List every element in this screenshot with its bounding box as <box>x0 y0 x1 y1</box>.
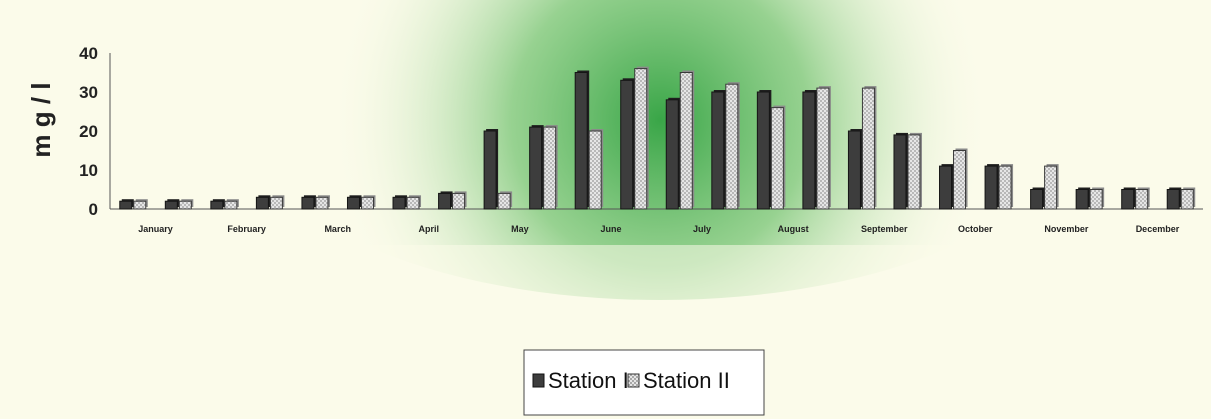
y-tick-label: 20 <box>79 122 98 141</box>
x-tick-label: December <box>1136 224 1180 234</box>
bar-station-2 <box>770 107 784 210</box>
bar-station-2 <box>543 126 557 210</box>
bar-station-1 <box>1030 189 1044 210</box>
bar-station-1 <box>756 91 770 210</box>
bar-station-2 <box>269 196 283 210</box>
legend-label-station-2: Station II <box>643 368 730 393</box>
bar-station-2 <box>1044 165 1058 210</box>
bar-station-1 <box>711 91 725 210</box>
bar-station-2 <box>133 200 147 210</box>
x-tick-label: June <box>600 224 621 234</box>
bar-station-1 <box>665 99 679 210</box>
bar-station-2 <box>634 68 648 210</box>
bar-station-2 <box>1135 189 1149 210</box>
bar-station-2 <box>1180 189 1194 210</box>
x-tick-label: May <box>511 224 529 234</box>
bar-station-1 <box>1121 189 1135 210</box>
bar-station-1 <box>119 200 133 210</box>
bar-station-2 <box>1089 189 1103 210</box>
y-axis-label: m g / l <box>26 82 56 157</box>
legend-swatch-station-2 <box>627 373 640 388</box>
x-tick-label: August <box>778 224 809 234</box>
x-tick-label: July <box>693 224 711 234</box>
y-tick-label: 40 <box>79 44 98 63</box>
x-tick-label: October <box>958 224 993 234</box>
bar-station-2 <box>452 192 466 210</box>
bar-station-1 <box>1166 189 1180 210</box>
bar-station-2 <box>588 130 602 210</box>
bar-station-1 <box>939 165 953 210</box>
legend-box <box>523 349 765 416</box>
bar-station-2 <box>725 83 739 210</box>
bar-station-1 <box>893 134 907 210</box>
background-green-glow <box>240 0 1080 300</box>
bar-station-1 <box>255 196 269 210</box>
bar-station-1 <box>529 126 543 210</box>
bar-station-1 <box>483 130 497 210</box>
bar-station-2 <box>406 196 420 210</box>
bar-station-2 <box>224 200 238 210</box>
bar-station-2 <box>360 196 374 210</box>
bar-station-1 <box>210 200 224 210</box>
bar-station-1 <box>574 72 588 210</box>
bar-station-1 <box>1075 189 1089 210</box>
bar-station-2 <box>679 72 693 210</box>
y-tick-label: 30 <box>79 83 98 102</box>
bar-station-2 <box>497 192 511 210</box>
bar-station-2 <box>816 87 830 210</box>
bar-station-1 <box>392 196 406 210</box>
bar-station-1 <box>301 196 315 210</box>
bar-station-1 <box>164 200 178 210</box>
y-tick-label: 0 <box>89 200 98 219</box>
x-tick-label: March <box>324 224 351 234</box>
bar-station-2 <box>178 200 192 210</box>
bars <box>119 66 1196 210</box>
bar-station-2 <box>315 196 329 210</box>
bar-station-1 <box>620 79 634 210</box>
x-tick-label: January <box>138 224 173 234</box>
legend-swatch-station-1 <box>532 373 545 388</box>
bar-station-1 <box>438 192 452 210</box>
x-axis-month-labels: January February March April May June July Augu… <box>138 224 1179 234</box>
bar-station-2 <box>907 134 921 210</box>
bar-station-1 <box>802 91 816 210</box>
legend: Station I Station II <box>523 349 765 416</box>
bar-station-1 <box>847 130 861 210</box>
x-tick-label: September <box>861 224 908 234</box>
bar-station-2 <box>953 150 967 210</box>
x-tick-label: November <box>1044 224 1089 234</box>
legend-label-station-1: Station I <box>548 368 629 393</box>
y-tick-label: 10 <box>79 161 98 180</box>
x-tick-label: April <box>419 224 440 234</box>
y-axis: 0 10 20 30 40 <box>79 44 111 219</box>
bar-station-1 <box>346 196 360 210</box>
bar-station-2 <box>861 87 875 210</box>
bar-station-2 <box>998 165 1012 210</box>
x-tick-label: February <box>227 224 266 234</box>
bar-station-1 <box>984 165 998 210</box>
